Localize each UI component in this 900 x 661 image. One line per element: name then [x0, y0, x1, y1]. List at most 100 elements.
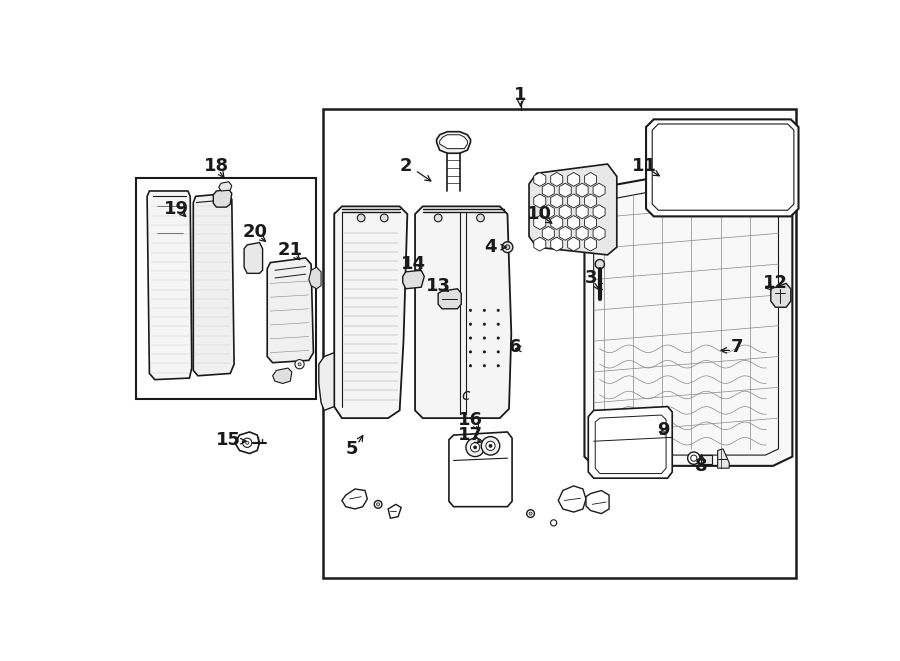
Text: 13: 13	[426, 277, 451, 295]
Polygon shape	[319, 353, 334, 410]
Polygon shape	[534, 194, 545, 208]
Polygon shape	[593, 205, 605, 219]
Circle shape	[595, 260, 605, 269]
Polygon shape	[309, 267, 321, 289]
Polygon shape	[440, 135, 467, 149]
Text: 15: 15	[216, 431, 241, 449]
Circle shape	[483, 365, 485, 367]
Circle shape	[381, 214, 388, 222]
Text: 11: 11	[632, 157, 657, 175]
Circle shape	[469, 337, 472, 339]
Circle shape	[502, 242, 513, 253]
Circle shape	[482, 437, 500, 455]
Polygon shape	[213, 190, 232, 207]
Text: 8: 8	[695, 457, 707, 475]
Circle shape	[690, 455, 697, 461]
Polygon shape	[576, 226, 588, 240]
Polygon shape	[717, 449, 729, 468]
Polygon shape	[576, 205, 588, 219]
Polygon shape	[586, 490, 609, 514]
Polygon shape	[436, 132, 471, 153]
Polygon shape	[388, 504, 401, 518]
Polygon shape	[543, 205, 554, 219]
Text: 17: 17	[458, 426, 483, 444]
Circle shape	[477, 214, 484, 222]
Circle shape	[529, 512, 532, 515]
Text: 12: 12	[763, 274, 788, 292]
Text: 20: 20	[242, 223, 267, 241]
Polygon shape	[585, 237, 597, 251]
Circle shape	[497, 365, 500, 367]
Polygon shape	[595, 415, 666, 473]
Polygon shape	[438, 289, 461, 309]
Circle shape	[551, 520, 557, 526]
Polygon shape	[194, 193, 234, 375]
Text: 4: 4	[484, 238, 497, 256]
Circle shape	[376, 503, 380, 506]
Polygon shape	[534, 215, 545, 229]
Circle shape	[471, 443, 480, 452]
Circle shape	[483, 351, 485, 353]
Polygon shape	[568, 237, 580, 251]
Polygon shape	[559, 183, 572, 197]
Circle shape	[298, 363, 302, 366]
Circle shape	[469, 351, 472, 353]
Text: 3: 3	[584, 269, 597, 287]
Polygon shape	[652, 124, 794, 210]
Circle shape	[497, 351, 500, 353]
Polygon shape	[568, 173, 580, 186]
Polygon shape	[559, 205, 572, 219]
Polygon shape	[568, 194, 580, 208]
Polygon shape	[701, 455, 712, 464]
Polygon shape	[584, 156, 792, 466]
Polygon shape	[415, 206, 511, 418]
Polygon shape	[593, 183, 605, 197]
Polygon shape	[529, 164, 616, 255]
Text: 14: 14	[401, 255, 426, 273]
Polygon shape	[235, 432, 259, 453]
Text: 19: 19	[164, 200, 189, 217]
Polygon shape	[593, 226, 605, 240]
Circle shape	[497, 309, 500, 311]
Circle shape	[473, 446, 477, 449]
Polygon shape	[219, 182, 232, 191]
Polygon shape	[147, 191, 192, 379]
Circle shape	[483, 323, 485, 325]
Polygon shape	[551, 173, 562, 186]
Circle shape	[469, 309, 472, 311]
Text: 16: 16	[458, 410, 483, 429]
Circle shape	[497, 337, 500, 339]
Text: 1: 1	[514, 86, 526, 104]
Circle shape	[466, 438, 484, 457]
Polygon shape	[334, 206, 408, 418]
Polygon shape	[568, 215, 580, 229]
Circle shape	[497, 323, 500, 325]
Polygon shape	[585, 194, 597, 208]
Text: 18: 18	[203, 157, 229, 175]
Polygon shape	[594, 170, 778, 455]
Polygon shape	[589, 407, 672, 478]
Text: 7: 7	[731, 338, 743, 356]
Circle shape	[295, 360, 304, 369]
Circle shape	[489, 444, 492, 447]
Polygon shape	[770, 284, 791, 307]
Circle shape	[526, 510, 535, 518]
Polygon shape	[267, 258, 313, 363]
Text: 21: 21	[278, 241, 302, 259]
Circle shape	[505, 245, 509, 249]
Polygon shape	[558, 486, 586, 512]
Polygon shape	[646, 120, 798, 216]
Circle shape	[243, 438, 252, 447]
Text: 2: 2	[400, 157, 412, 175]
Polygon shape	[559, 226, 572, 240]
Polygon shape	[585, 215, 597, 229]
Circle shape	[483, 309, 485, 311]
Circle shape	[469, 323, 472, 325]
Polygon shape	[402, 270, 424, 289]
Polygon shape	[551, 194, 562, 208]
Polygon shape	[576, 183, 588, 197]
Polygon shape	[585, 173, 597, 186]
Polygon shape	[551, 215, 562, 229]
Circle shape	[435, 214, 442, 222]
Polygon shape	[534, 173, 545, 186]
